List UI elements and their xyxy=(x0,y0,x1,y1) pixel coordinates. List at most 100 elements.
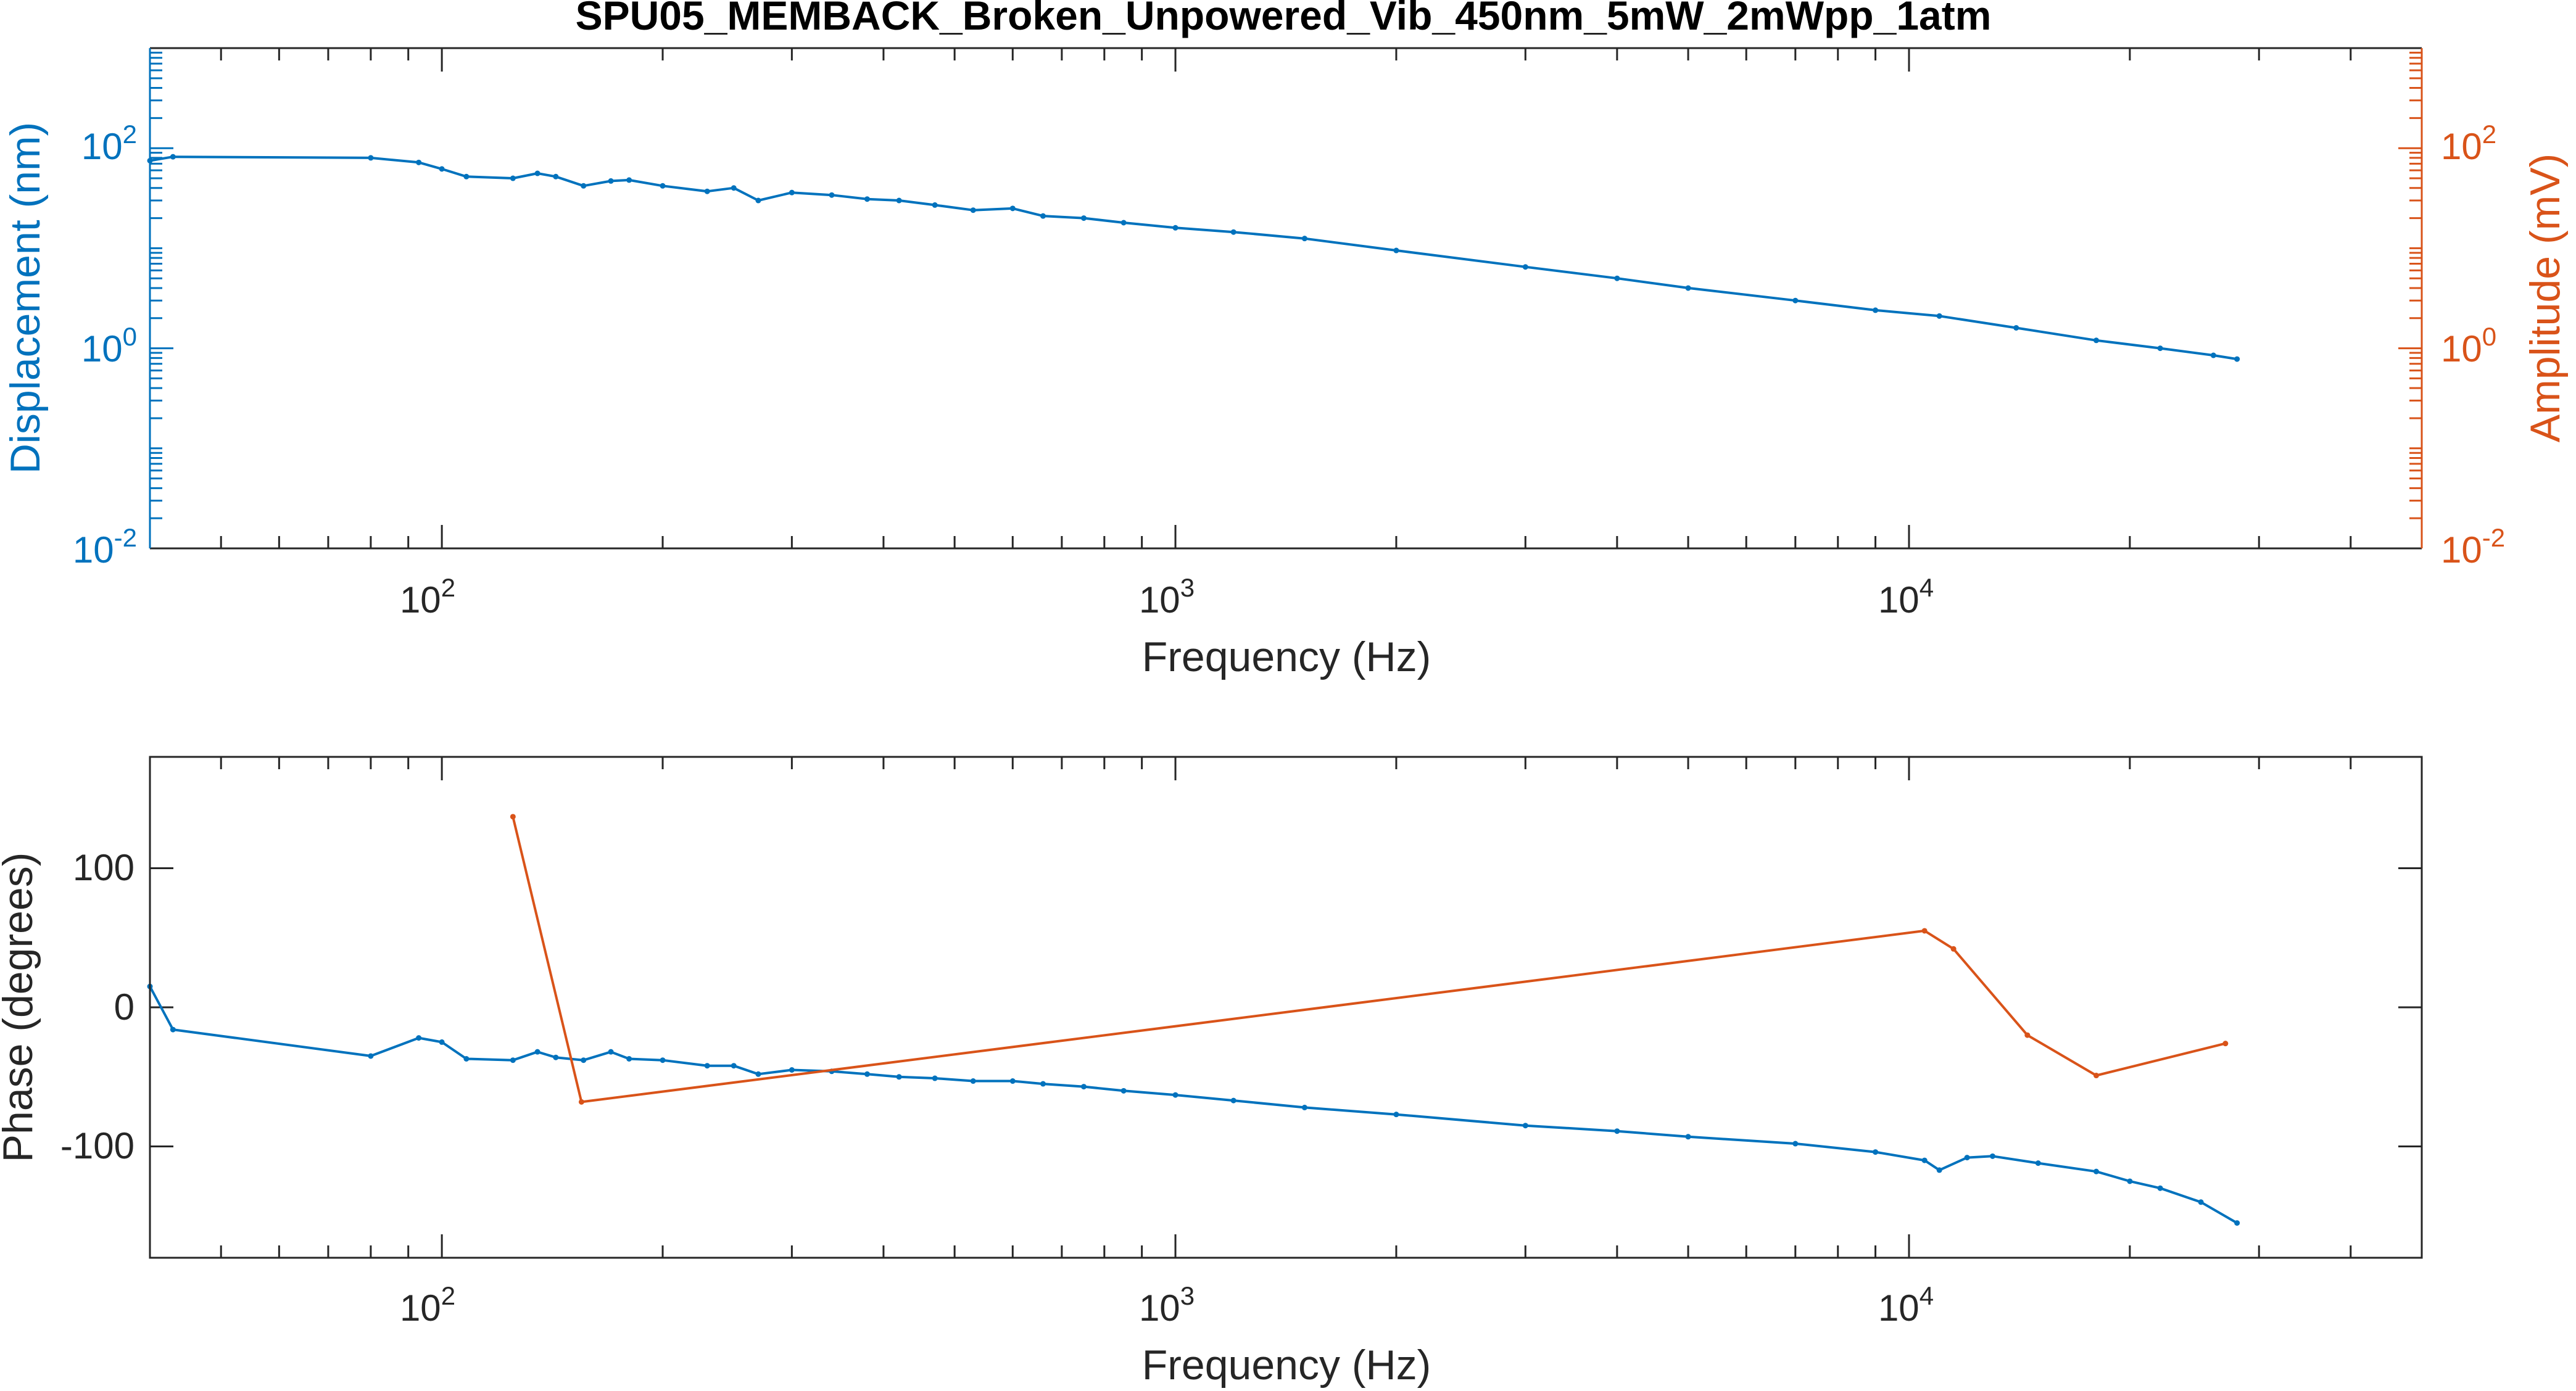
phase-data-point xyxy=(755,1071,761,1077)
phase-data-point xyxy=(2127,1178,2133,1184)
phase-ytick-label: 0 xyxy=(114,986,135,1028)
phase-data-point xyxy=(2222,1041,2229,1047)
magnitude-data-point xyxy=(581,183,587,189)
phase-series-group xyxy=(147,814,2240,1226)
phase-data-point xyxy=(510,1057,516,1063)
phase-data-point xyxy=(1614,1128,1620,1134)
magnitude-data-point xyxy=(829,192,835,198)
magnitude-left-ylabel: Displacement (nm) xyxy=(2,122,49,474)
phase-data-point xyxy=(581,1057,587,1063)
magnitude-data-point xyxy=(1081,215,1087,221)
magnitude-left-ytick-label: 100 xyxy=(81,322,137,369)
magnitude-data-point xyxy=(1792,297,1799,303)
magnitude-data-point xyxy=(970,207,976,213)
phase-data-point xyxy=(1921,928,1928,934)
magnitude-data-point xyxy=(1009,205,1016,212)
magnitude-xlabel: Frequency (Hz) xyxy=(1142,634,1431,680)
phase-data-point xyxy=(1950,946,1957,952)
magnitude-xtick-label: 104 xyxy=(1878,573,1934,621)
phase-data-point xyxy=(1921,1157,1928,1163)
phase-data-point xyxy=(864,1071,870,1077)
magnitude-data-point xyxy=(510,175,516,181)
phase-data-point xyxy=(896,1074,902,1080)
magnitude-data-point xyxy=(553,173,559,180)
magnitude-data-point xyxy=(1040,213,1046,219)
phase-data-point xyxy=(534,1049,540,1055)
phase-data-point xyxy=(1522,1123,1528,1129)
magnitude-data-point xyxy=(416,159,422,165)
magnitude-xtick-label: 102 xyxy=(400,573,455,621)
phase-ylabel: Phase (degrees) xyxy=(0,852,41,1163)
magnitude-right-ylabel: Amplitude (mV) xyxy=(2522,154,2569,443)
magnitude-axes: 102 103 104 102 100 10-2 102 100 10-2 Fr… xyxy=(2,47,2569,680)
phase-data-point xyxy=(1081,1084,1087,1090)
magnitude-left-ytick-label: 10-2 xyxy=(73,523,137,571)
magnitude-data-point xyxy=(608,178,614,184)
magnitude-right-ytick-label: 10-2 xyxy=(2441,523,2505,571)
phase-data-point xyxy=(2198,1199,2204,1205)
magnitude-data-point xyxy=(1172,225,1178,231)
phase-data-point xyxy=(1393,1112,1399,1118)
phase-data-point xyxy=(1989,1153,1995,1159)
phase-data-point xyxy=(2093,1073,2099,1079)
phase-data-point xyxy=(416,1035,422,1041)
phase-data-point xyxy=(1009,1078,1016,1084)
phase-data-point xyxy=(789,1067,795,1073)
phase-xtick-label: 102 xyxy=(400,1281,455,1329)
phase-data-point xyxy=(578,1099,584,1105)
phase-data-point xyxy=(704,1063,710,1069)
phase-data-point xyxy=(2157,1185,2163,1191)
phase-data-point xyxy=(1120,1088,1127,1094)
magnitude-data-point xyxy=(1120,220,1127,226)
phase-xlabel: Frequency (Hz) xyxy=(1142,1342,1431,1389)
magnitude-data-point xyxy=(626,177,632,183)
phase-data-point xyxy=(970,1078,976,1084)
phase-data-point xyxy=(626,1055,632,1062)
magnitude-data-point xyxy=(1685,285,1691,291)
magnitude-data-point xyxy=(896,197,902,204)
magnitude-data-point xyxy=(368,155,374,161)
phase-data-point xyxy=(439,1039,445,1045)
magnitude-series-group xyxy=(147,154,2240,362)
magnitude-data-point xyxy=(2234,356,2240,362)
phase-axis-frame xyxy=(149,756,2423,1259)
phase-data-point xyxy=(463,1055,470,1062)
phase-data-point xyxy=(510,814,516,820)
phase-data-point xyxy=(2035,1160,2041,1166)
magnitude-data-point xyxy=(1873,307,1879,313)
phase-data-point xyxy=(1230,1097,1236,1104)
phase-data-point xyxy=(1964,1155,1970,1161)
phase-data-point xyxy=(2024,1032,2031,1038)
phase-data-point xyxy=(1936,1167,1942,1173)
phase-axes: 102 103 104 100 0 -100 Frequency (Hz) Ph… xyxy=(0,756,2423,1389)
phase-data-point xyxy=(660,1057,666,1063)
magnitude-data-point xyxy=(463,173,470,180)
phase-data-point xyxy=(368,1053,374,1059)
phase-data-point xyxy=(1040,1081,1046,1087)
phase-data-point xyxy=(932,1075,938,1081)
phase-data-point xyxy=(553,1054,559,1060)
magnitude-data-point xyxy=(2210,352,2216,358)
magnitude-data-point xyxy=(932,202,938,208)
magnitude-data-point xyxy=(2157,345,2163,352)
magnitude-data-point xyxy=(2013,324,2019,331)
magnitude-data-point xyxy=(1230,229,1236,235)
magnitude-data-point xyxy=(1301,236,1307,242)
phase-data-point xyxy=(731,1063,737,1069)
magnitude-data-point xyxy=(534,170,540,176)
phase-ytick-label: -100 xyxy=(60,1125,135,1166)
magnitude-data-point xyxy=(1614,275,1620,281)
phase-data-point xyxy=(1301,1104,1307,1110)
magnitude-data-point xyxy=(864,196,870,202)
magnitude-data-point xyxy=(789,189,795,196)
magnitude-data-point xyxy=(755,197,761,204)
phase-data-point xyxy=(2093,1168,2099,1174)
magnitude-xtick-label: 103 xyxy=(1139,573,1195,621)
phase-xtick-label: 104 xyxy=(1878,1281,1934,1329)
magnitude-data-point xyxy=(1936,313,1942,319)
phase-data-point xyxy=(170,1026,176,1033)
magnitude-data-point xyxy=(1393,247,1399,254)
magnitude-data-point xyxy=(1522,264,1528,270)
